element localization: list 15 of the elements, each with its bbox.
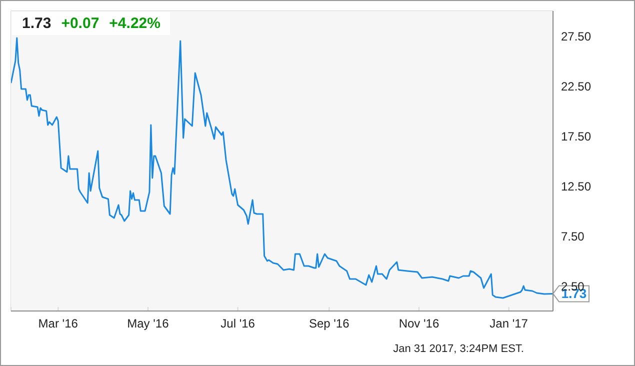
x-tick-label: Jan '17 (490, 316, 528, 331)
annotation: +0.07 (61, 15, 100, 32)
x-tick-label: Nov '16 (398, 316, 440, 331)
y-tick-label: 7.50 (561, 229, 585, 244)
x-tick-label: May '16 (127, 316, 170, 331)
y-tick-label: 22.50 (561, 79, 592, 94)
x-tick-label: Jul '16 (220, 316, 256, 331)
text: Jan 31 2017, 3:24PM EST. (393, 343, 524, 355)
y-tick-label: 17.50 (561, 129, 592, 144)
x-tick-label: Mar '16 (38, 316, 78, 331)
x-tick-label: Sep '16 (308, 316, 350, 331)
annotation: 1.73 (22, 15, 52, 32)
y-tick-label: 12.50 (561, 179, 592, 194)
y-tick-label: 27.50 (561, 29, 592, 44)
annotation: +4.22% (109, 15, 160, 32)
